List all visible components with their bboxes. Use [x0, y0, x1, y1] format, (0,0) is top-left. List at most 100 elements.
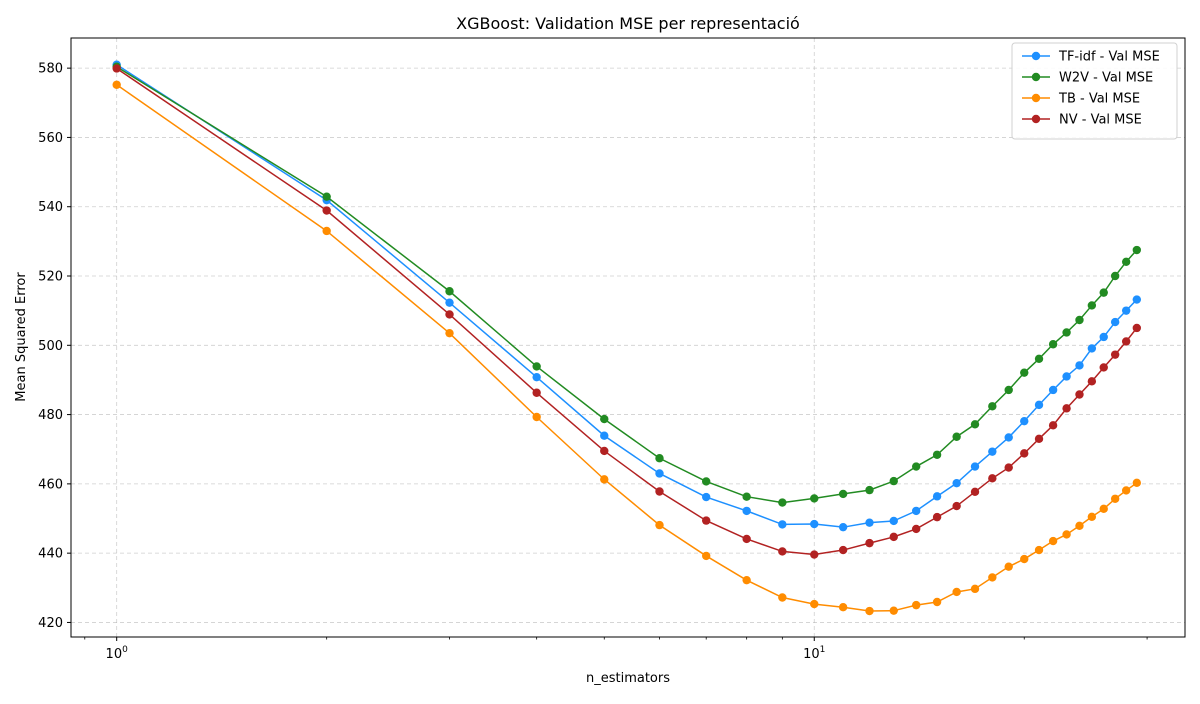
- data-point: [1020, 416, 1029, 426]
- data-point: [532, 412, 541, 422]
- data-point: [445, 328, 454, 338]
- legend-item: NV - Val MSE: [1022, 113, 1142, 128]
- data-point: [810, 599, 819, 609]
- data-point: [988, 474, 997, 483]
- series-line: [116, 66, 1138, 504]
- data-point: [988, 573, 997, 582]
- data-point: [742, 575, 751, 585]
- legend-item: W2V - Val MSE: [1022, 71, 1153, 86]
- data-point: [702, 492, 711, 502]
- series-2: [112, 80, 1142, 616]
- data-point: [1121, 306, 1131, 315]
- y-tick-label: 500: [38, 339, 63, 354]
- x-tick-label: 101: [803, 645, 825, 662]
- data-point: [532, 388, 541, 397]
- data-point: [1062, 328, 1071, 337]
- legend: TF-idf - Val MSE W2V - Val MSE TB - Val MS…: [1011, 42, 1178, 140]
- data-point: [778, 498, 787, 507]
- chart-title: XGBoost: Validation MSE per representaci…: [456, 14, 800, 33]
- grid: [71, 38, 1185, 637]
- series-line: [116, 64, 1138, 528]
- data-point: [865, 538, 874, 548]
- data-point: [952, 587, 961, 597]
- legend-label: NV - Val MSE: [1059, 113, 1142, 128]
- data-point: [889, 606, 898, 615]
- data-point: [445, 298, 454, 307]
- data-point: [1048, 385, 1058, 395]
- plot-frame: [70, 37, 1186, 638]
- data-point: [952, 478, 961, 488]
- data-point: [778, 593, 787, 602]
- data-point: [1020, 368, 1029, 377]
- legend-marker: [1031, 93, 1041, 103]
- data-point: [1062, 404, 1071, 413]
- data-point: [865, 485, 874, 495]
- data-point: [600, 414, 609, 424]
- data-point: [889, 476, 898, 486]
- data-point: [932, 450, 942, 459]
- data-point: [1020, 554, 1029, 564]
- data-point: [1110, 494, 1120, 503]
- series-group: [112, 60, 1142, 616]
- series-1: [112, 62, 1142, 507]
- legend-marker: [1031, 114, 1041, 124]
- data-point: [702, 551, 711, 561]
- legend-item: TB - Val MSE: [1022, 92, 1140, 107]
- y-tick-label: 540: [38, 200, 63, 215]
- data-point: [988, 447, 997, 456]
- data-point: [970, 584, 980, 594]
- x-axis-label: n_estimators: [586, 671, 670, 686]
- data-point: [600, 431, 609, 440]
- data-point: [932, 492, 942, 501]
- data-point: [1087, 301, 1097, 310]
- x-tick-label: 100: [106, 645, 129, 662]
- data-point: [1099, 504, 1108, 514]
- y-tick-label: 560: [38, 131, 63, 146]
- series-0: [112, 60, 1142, 532]
- data-point: [932, 512, 942, 522]
- data-point: [838, 603, 848, 612]
- data-point: [838, 522, 848, 532]
- legend-marker: [1031, 72, 1041, 82]
- data-point: [1004, 433, 1013, 442]
- data-point: [932, 597, 942, 607]
- data-point: [322, 226, 331, 236]
- data-point: [952, 501, 961, 511]
- legend-label: TF-idf - Val MSE: [1058, 50, 1160, 65]
- data-point: [702, 516, 711, 525]
- data-point: [865, 606, 874, 616]
- data-point: [655, 520, 664, 530]
- data-point: [911, 462, 921, 471]
- data-point: [810, 494, 819, 503]
- data-point: [112, 64, 121, 73]
- data-point: [1075, 361, 1084, 370]
- data-point: [1004, 562, 1013, 571]
- data-point: [1048, 536, 1058, 546]
- data-point: [322, 206, 331, 215]
- data-point: [1075, 521, 1084, 530]
- data-point: [865, 518, 874, 527]
- data-point: [1099, 288, 1108, 297]
- data-point: [445, 310, 454, 319]
- y-tick-label: 420: [38, 616, 63, 631]
- data-point: [655, 469, 664, 478]
- data-point: [1034, 354, 1044, 364]
- series-line: [116, 67, 1138, 556]
- data-point: [445, 287, 454, 296]
- data-point: [1034, 400, 1044, 410]
- data-point: [655, 454, 664, 463]
- data-point: [532, 362, 541, 371]
- data-point: [1121, 486, 1131, 495]
- data-point: [1110, 317, 1120, 327]
- y-tick-label: 580: [38, 62, 63, 77]
- data-point: [1110, 271, 1120, 281]
- data-point: [911, 600, 921, 610]
- data-point: [1034, 545, 1044, 555]
- data-point: [1099, 363, 1108, 372]
- data-point: [600, 446, 609, 456]
- data-point: [970, 420, 980, 429]
- data-point: [911, 506, 921, 516]
- data-point: [810, 550, 819, 559]
